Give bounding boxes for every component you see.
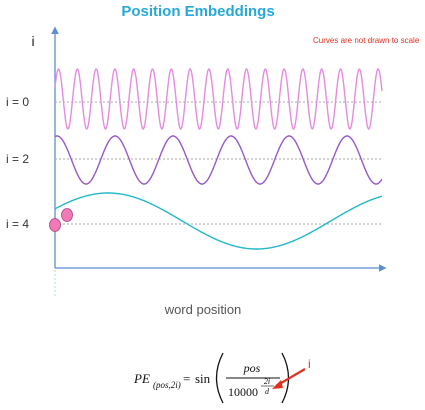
pe-formula: PE (pos,2i) = sin pos 10000 2i d	[133, 352, 290, 404]
callout-arrow-head	[272, 380, 283, 389]
formula-base: 10000	[228, 385, 258, 399]
position-dot-2	[61, 208, 73, 222]
wave-i0	[54, 68, 383, 130]
formula-lhs-subscript: (pos,2i)	[153, 380, 181, 390]
y-axis-label: i	[31, 33, 34, 49]
formula-numerator: pos	[243, 361, 261, 375]
row-label-i0: i = 0	[6, 95, 29, 109]
wave-i2	[54, 135, 383, 185]
formula-equals: =	[183, 371, 190, 386]
diagram-title: Position Embeddings	[121, 3, 274, 20]
formula-exp-numerator: 2i	[264, 377, 270, 386]
callout-label: i	[308, 357, 311, 371]
formula-lhs: PE	[133, 371, 150, 386]
scale-note: Curves are not drawn to scale	[313, 36, 420, 45]
x-axis-label: word position	[164, 302, 242, 317]
formula-exp-denominator: d	[265, 387, 270, 396]
formula-sin: sin	[195, 371, 211, 386]
row-label-i4: i = 4	[6, 217, 29, 231]
wave-i4	[54, 192, 383, 250]
row-label-i2: i = 2	[6, 152, 29, 166]
formula-left-paren	[215, 352, 224, 404]
position-dot-1	[49, 218, 61, 232]
